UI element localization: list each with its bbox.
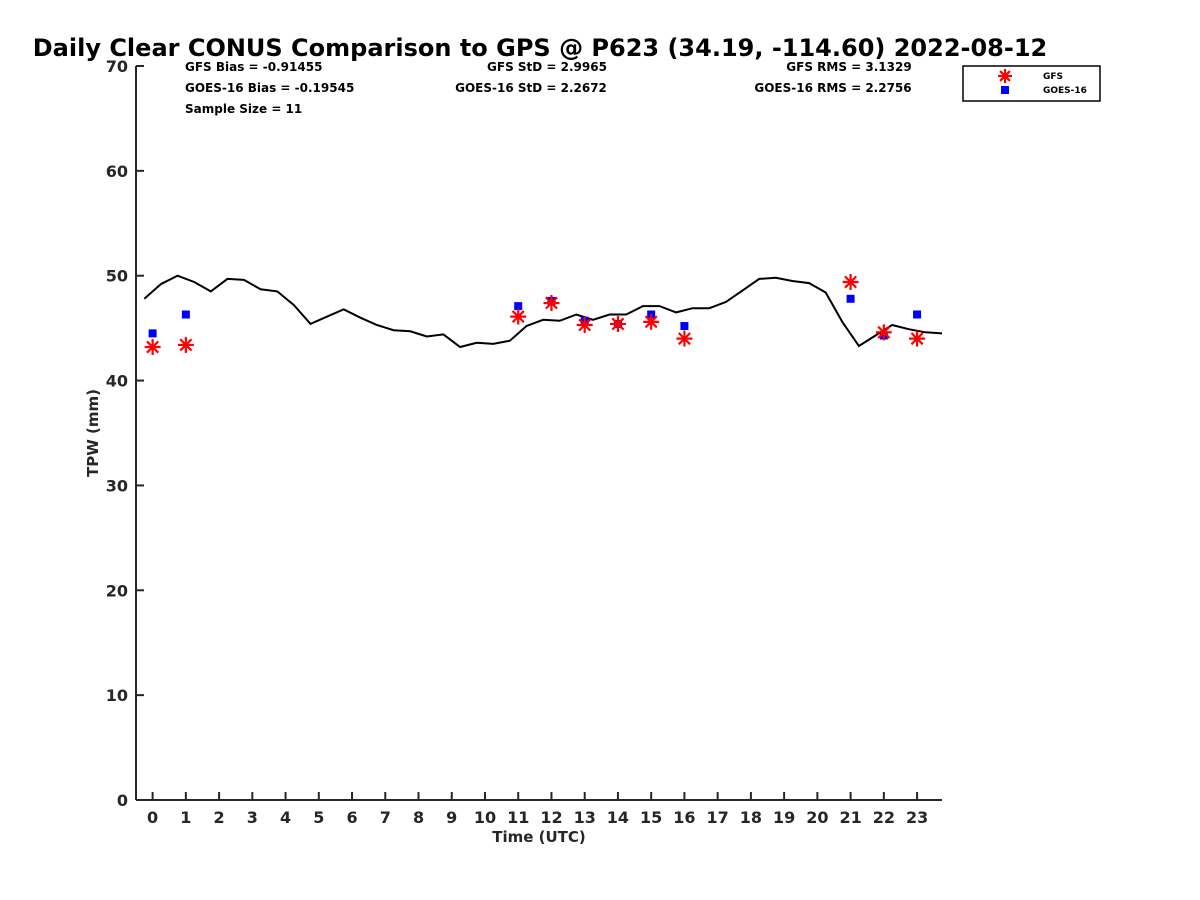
gfs-point (609, 315, 626, 332)
goes16-point (514, 302, 523, 311)
gfs-point (875, 324, 892, 341)
gfs-bias-text: GFS Bias = -0.91455 (185, 60, 322, 74)
x-tick-label: 12 (540, 808, 562, 827)
legend-goes-marker (1001, 86, 1009, 94)
goes16-point (680, 322, 689, 331)
x-tick-label: 8 (413, 808, 424, 827)
gfs-std-text: GFS StD = 2.9965 (487, 60, 607, 74)
x-tick-label: 21 (839, 808, 861, 827)
x-tick-label: 23 (906, 808, 928, 827)
x-tick-label: 11 (507, 808, 529, 827)
legend: GFS GOES-16 (962, 65, 1101, 102)
goes-bias-text: GOES-16 Bias = -0.19545 (185, 81, 354, 95)
y-tick-label: 0 (117, 791, 128, 810)
x-tick-label: 14 (607, 808, 629, 827)
y-tick-label: 20 (106, 581, 128, 600)
x-tick-label: 9 (446, 808, 457, 827)
y-tick-label: 40 (106, 372, 128, 391)
x-tick-label: 19 (773, 808, 795, 827)
x-tick-label: 22 (873, 808, 895, 827)
goes16-point (846, 294, 855, 303)
stats-block: GFS Bias = -0.91455 GOES-16 Bias = -0.19… (185, 60, 912, 116)
chart-title: Daily Clear CONUS Comparison to GPS @ P6… (33, 34, 1047, 62)
x-tick-label: 15 (640, 808, 662, 827)
goes16-point (181, 310, 190, 319)
gfs-point (842, 274, 859, 291)
gps-series (143, 274, 943, 349)
gfs-point (643, 313, 660, 330)
legend-gfs-marker (998, 69, 1012, 83)
gfs-series (144, 274, 926, 356)
x-tick-label: 4 (280, 808, 291, 827)
x-tick-label: 13 (574, 808, 596, 827)
gfs-point (144, 339, 161, 356)
y-tick-label: 30 (106, 476, 128, 495)
legend-gfs-star (998, 69, 1012, 83)
goes-std-text: GOES-16 StD = 2.2672 (455, 81, 607, 95)
legend-gfs-label: GFS (1043, 72, 1063, 82)
gfs-point (576, 316, 593, 333)
x-tick-label: 0 (147, 808, 158, 827)
y-tick-label: 70 (106, 57, 128, 76)
gfs-point (909, 330, 926, 347)
x-tick-label: 10 (474, 808, 496, 827)
legend-goes-label: GOES-16 (1043, 86, 1087, 96)
gfs-point (676, 330, 693, 347)
y-tick-label: 50 (106, 267, 128, 286)
x-tick-label: 2 (214, 808, 225, 827)
sample-size-text: Sample Size = 11 (185, 102, 302, 116)
legend-box (962, 65, 1101, 102)
x-tick-label: 20 (806, 808, 828, 827)
goes16-series (148, 294, 922, 340)
gps-line (143, 274, 943, 349)
x-tick-label: 18 (740, 808, 762, 827)
x-tick-label: 7 (380, 808, 391, 827)
goes-rms-text: GOES-16 RMS = 2.2756 (754, 81, 911, 95)
x-tick-label: 17 (707, 808, 729, 827)
y-axis-label: TPW (mm) (84, 389, 102, 477)
x-axis-label: Time (UTC) (492, 828, 586, 846)
x-tick-label: 3 (247, 808, 258, 827)
y-tick-label: 10 (106, 686, 128, 705)
gfs-point (177, 336, 194, 353)
gfs-point (543, 294, 560, 311)
x-tick-label: 6 (346, 808, 357, 827)
goes16-point (913, 310, 922, 319)
x-tick-label: 1 (180, 808, 191, 827)
goes16-point (148, 329, 157, 338)
gfs-rms-text: GFS RMS = 3.1329 (786, 60, 911, 74)
gfs-point (510, 308, 527, 325)
y-tick-label: 60 (106, 162, 128, 181)
x-tick-label: 16 (673, 808, 695, 827)
x-tick-label: 5 (313, 808, 324, 827)
